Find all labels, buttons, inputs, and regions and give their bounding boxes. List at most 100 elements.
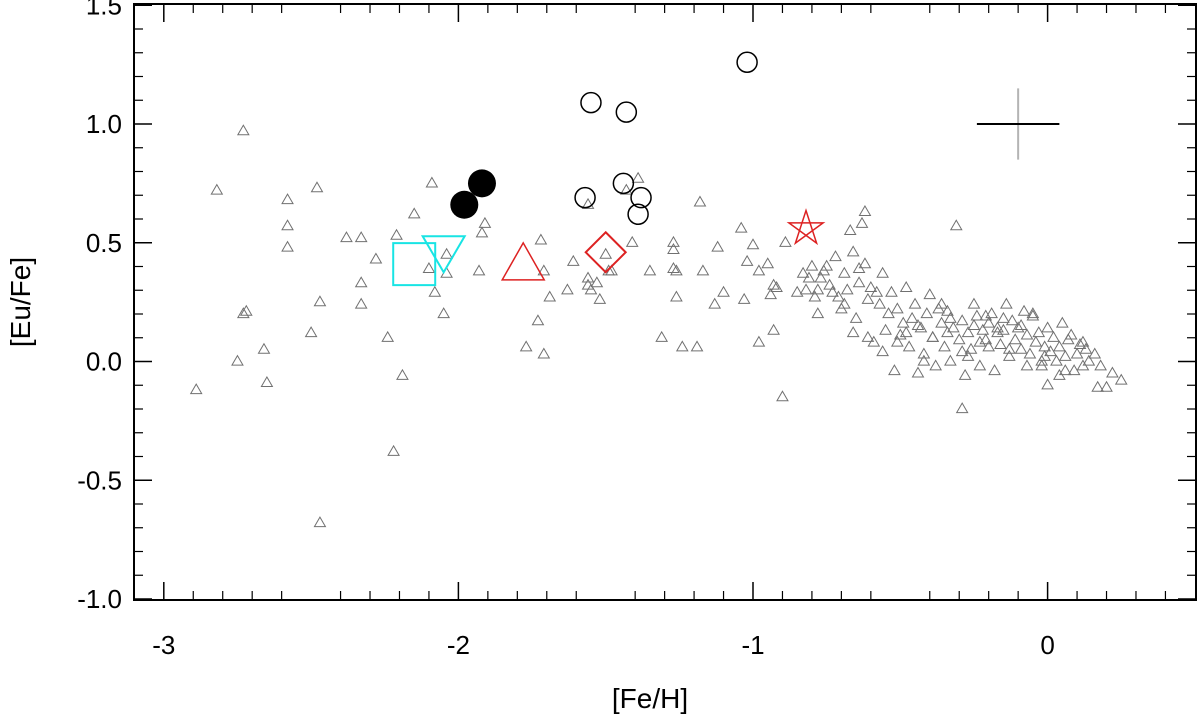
representative-error-bar	[976, 88, 1060, 160]
field-star-point	[236, 307, 250, 319]
field-star-point	[946, 321, 960, 333]
field-star-point	[982, 316, 996, 328]
field-star-point	[740, 254, 754, 266]
red-triangle-point	[500, 241, 546, 281]
field-star-point	[976, 323, 990, 335]
field-star-point	[396, 368, 409, 380]
field-star-point	[764, 288, 778, 300]
field-star-point	[581, 197, 595, 209]
open-circle-point	[574, 186, 596, 209]
field-star-point	[970, 309, 984, 321]
field-star-point	[752, 335, 766, 347]
field-star-point	[1014, 318, 1028, 331]
field-star-point	[257, 342, 271, 354]
field-star-point	[584, 283, 598, 295]
field-star-point	[840, 283, 854, 295]
field-star-point	[599, 247, 613, 259]
field-star-point	[281, 219, 294, 231]
field-star-point	[1029, 335, 1043, 347]
field-star-point	[354, 297, 368, 309]
field-star-point	[425, 176, 439, 188]
filled-circle-point	[450, 190, 479, 219]
field-star-point	[890, 335, 904, 347]
field-star-point	[988, 364, 1001, 376]
field-star-point	[478, 216, 492, 228]
axis-ticks	[134, 4, 1196, 600]
open-circle-point	[630, 186, 652, 209]
field-star-point	[475, 226, 489, 238]
field-star-point	[189, 383, 203, 395]
field-star-point	[304, 326, 318, 338]
field-star-point	[310, 181, 324, 193]
field-star-point	[655, 330, 669, 342]
field-star-point	[696, 264, 710, 276]
field-star-point	[826, 285, 839, 297]
x-tick-label: 0	[1040, 630, 1054, 660]
field-star-point	[752, 264, 766, 276]
field-star-point	[973, 359, 987, 371]
field-star-point	[893, 328, 907, 340]
field-star-point	[1088, 347, 1102, 359]
field-star-point	[437, 307, 451, 319]
y-tick-label: -0.5	[77, 465, 122, 495]
field-star-point	[1017, 304, 1031, 316]
field-star-point	[428, 285, 442, 297]
field-star-point	[861, 292, 875, 304]
field-star-point	[814, 271, 828, 283]
field-star-point	[938, 340, 951, 352]
field-star-point	[837, 266, 851, 278]
field-star-point	[955, 314, 969, 326]
field-star-point	[985, 307, 998, 319]
open-circle-point	[627, 203, 649, 225]
field-star-point	[811, 283, 825, 295]
plot-frame	[133, 3, 1197, 601]
field-star-point	[935, 316, 948, 328]
field-star-point	[708, 297, 722, 309]
field-star-point	[1002, 342, 1016, 354]
field-star-point	[949, 219, 963, 231]
field-star-point	[882, 307, 895, 319]
y-tick-label: 1.0	[86, 109, 122, 139]
field-star-point	[1076, 335, 1090, 347]
field-star-point	[920, 307, 934, 319]
field-star-point	[734, 221, 748, 233]
field-star-point	[935, 297, 948, 309]
field-star-point	[313, 295, 327, 307]
field-star-point	[1041, 378, 1054, 390]
field-star-point	[867, 335, 881, 347]
field-star-point	[1032, 326, 1046, 338]
y-tick-label: -1.0	[77, 584, 122, 614]
field-star-point	[1082, 354, 1096, 366]
filled-circle-point	[467, 169, 496, 198]
field-star-point	[829, 250, 842, 262]
field-star-point	[855, 216, 869, 228]
field-star-point	[1047, 330, 1060, 342]
field-star-point	[846, 245, 860, 257]
field-star-point	[340, 231, 353, 243]
field-star-point	[693, 195, 707, 207]
data-points	[189, 51, 1128, 528]
field-star-point	[1079, 342, 1093, 354]
field-star-point	[1026, 309, 1040, 321]
field-star-point	[1008, 333, 1022, 345]
field-star-point	[407, 207, 421, 219]
field-star-point	[861, 330, 875, 342]
field-star-point	[670, 264, 683, 276]
field-star-point	[670, 290, 683, 302]
field-star-point	[811, 307, 825, 319]
field-star-point	[767, 323, 780, 335]
field-star-point	[390, 228, 403, 240]
field-star-point	[260, 375, 274, 388]
field-star-point	[997, 311, 1010, 323]
field-star-point	[885, 285, 898, 297]
axis-tick-labels: -3 -2 -1 0 -1.0 -0.5 0.0 0.5 1.0 1.5	[77, 0, 1055, 660]
field-star-point	[581, 271, 595, 283]
field-star-point	[1050, 354, 1063, 366]
open-circle-point	[615, 101, 638, 123]
field-star-point	[1100, 380, 1113, 392]
field-star-point	[890, 302, 904, 314]
field-star-point	[926, 330, 940, 342]
field-star-point	[837, 297, 851, 309]
open-circle-point	[612, 172, 635, 195]
field-star-point	[852, 276, 866, 288]
